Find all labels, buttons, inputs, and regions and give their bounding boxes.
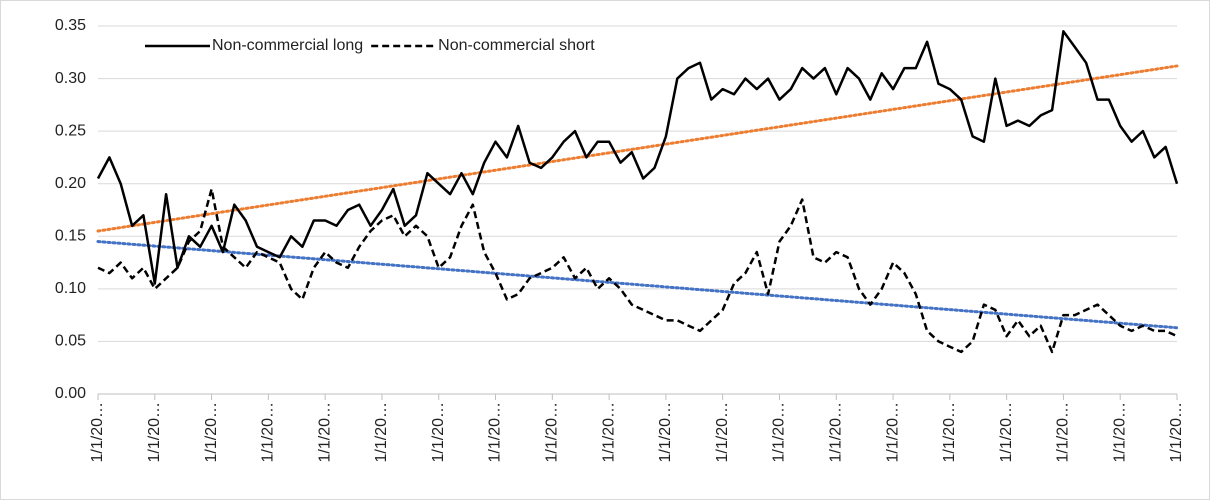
x-tick-label: 1/1/20… xyxy=(998,402,1015,462)
x-tick-label: 1/1/20… xyxy=(487,402,504,462)
x-tick-label: 1/1/20… xyxy=(1111,402,1128,462)
x-tick-label: 1/1/20… xyxy=(600,402,617,462)
x-tick-label: 1/1/20… xyxy=(203,402,220,462)
x-tick-label: 1/1/20… xyxy=(771,402,788,462)
x-tick-label: 1/1/20… xyxy=(373,402,390,462)
x-tick-label: 1/1/20… xyxy=(544,402,561,462)
y-tick-label: 0.10 xyxy=(55,280,86,297)
x-tick-label: 1/1/20… xyxy=(260,402,277,462)
y-tick-label: 0.15 xyxy=(55,228,86,245)
x-tick-label: 1/1/20… xyxy=(714,402,731,462)
x-tick-label: 1/1/20… xyxy=(1168,402,1185,462)
y-tick-label: 0.05 xyxy=(55,333,86,350)
y-tick-label: 0.30 xyxy=(55,70,86,87)
y-tick-label: 0.00 xyxy=(55,385,86,402)
series-line xyxy=(97,187,1178,354)
series-line xyxy=(96,30,1179,285)
x-tick-label: 1/1/20… xyxy=(941,402,958,462)
y-tick-label: 0.20 xyxy=(55,175,86,192)
trendline xyxy=(96,64,1179,233)
x-tick-label: 1/1/20… xyxy=(1055,402,1072,462)
x-tick-label: 1/1/20… xyxy=(146,402,163,462)
x-tick-label: 1/1/20… xyxy=(430,402,447,462)
x-tick-label: 1/1/20… xyxy=(657,402,674,462)
y-tick-label: 0.35 xyxy=(55,17,86,34)
x-tick-label: 1/1/20… xyxy=(884,402,901,462)
x-tick-label: 1/1/20… xyxy=(827,402,844,462)
legend-label: Non-commercial long xyxy=(212,37,363,54)
x-tick-label: 1/1/20… xyxy=(316,402,333,462)
legend-label: Non-commercial short xyxy=(438,37,595,54)
x-tick-label: 1/1/20… xyxy=(89,402,106,462)
y-tick-label: 0.25 xyxy=(55,122,86,139)
